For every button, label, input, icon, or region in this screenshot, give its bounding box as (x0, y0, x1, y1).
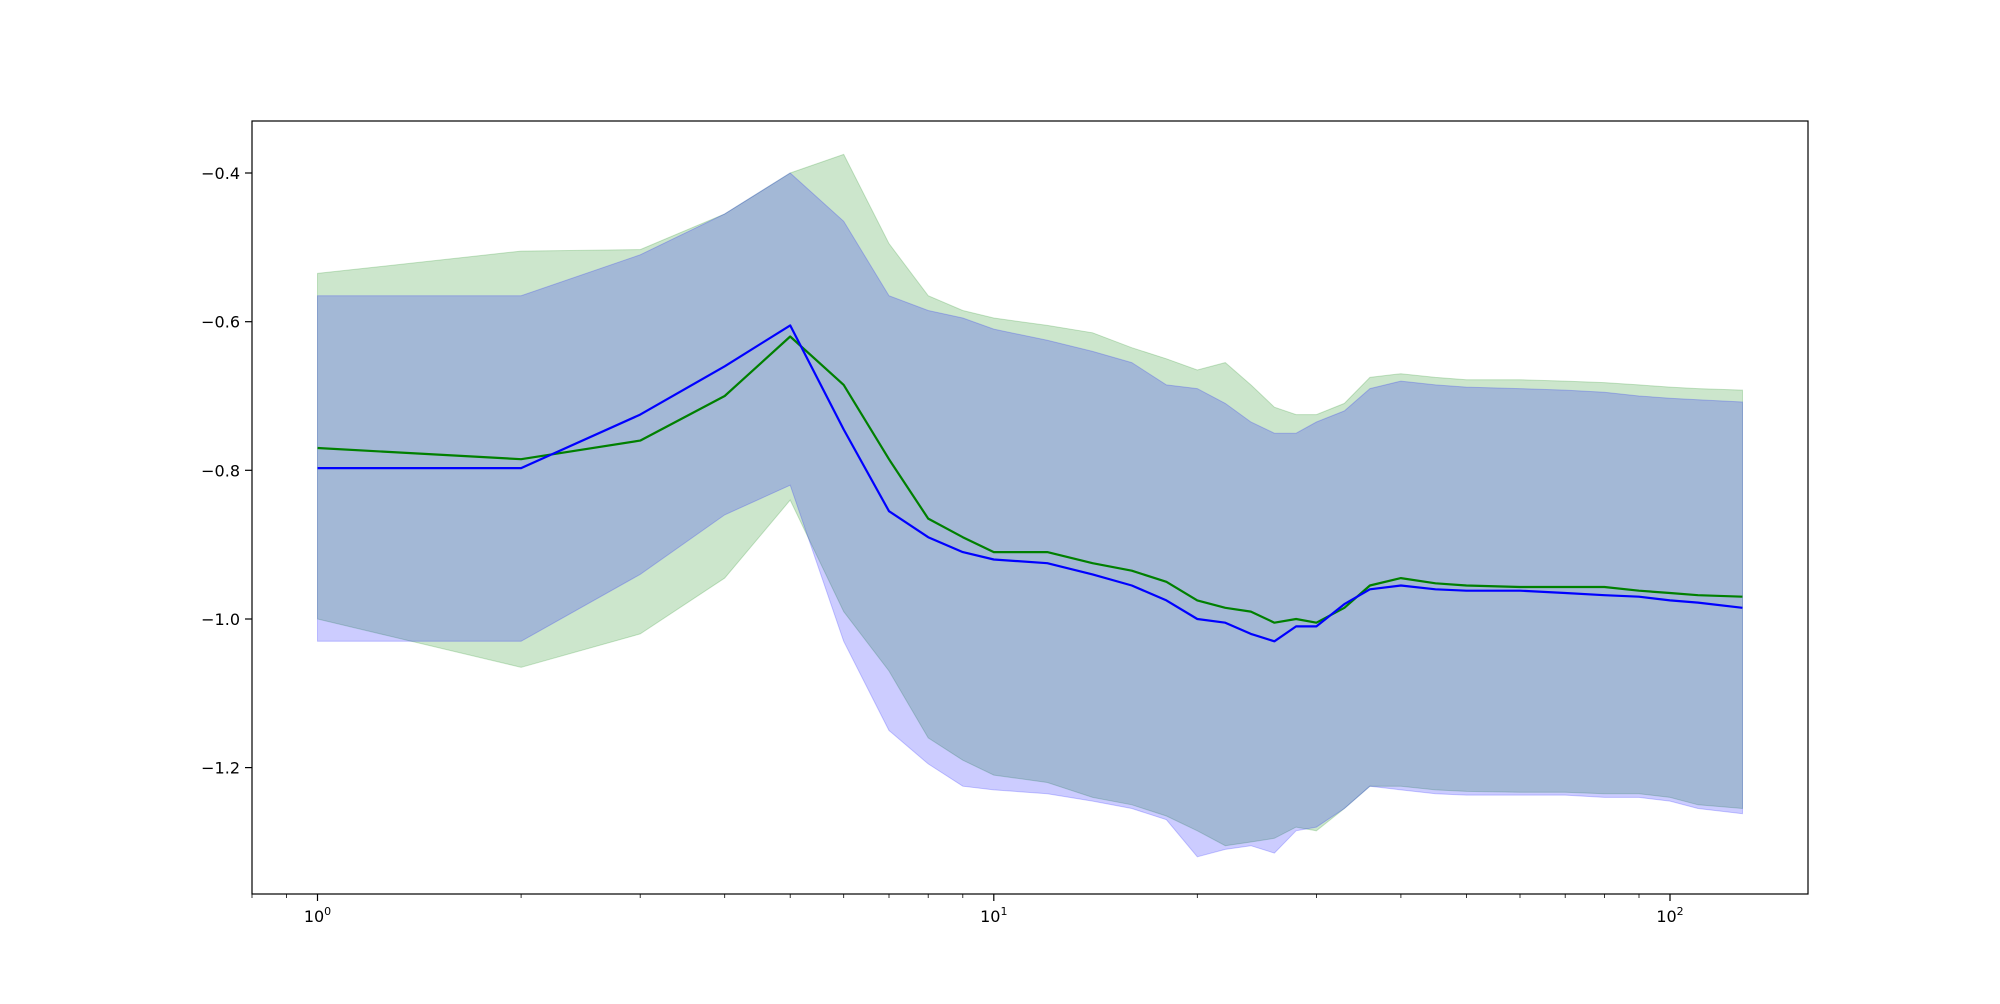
series-lines (317, 324, 1743, 643)
band-series-1 (317, 153, 1743, 847)
y-axis: −0.4 −0.6 −0.8 −1.0 −1.2 (201, 164, 252, 778)
line-series-1 (317, 335, 1743, 624)
y-tick-label: −1.0 (201, 610, 240, 629)
x-tick-label: 101 (980, 905, 1007, 926)
y-tick-label: −0.4 (201, 164, 240, 183)
confidence-bands (317, 153, 1743, 858)
y-tick-label: −0.6 (201, 313, 240, 332)
y-tick-label: −0.8 (201, 461, 240, 480)
x-tick-label: 100 (304, 905, 331, 926)
plot-frame (251, 120, 1809, 895)
y-tick-label: −1.2 (201, 759, 240, 778)
x-tick-label: 102 (1656, 905, 1683, 926)
x-axis: 100 101 102 (251, 894, 1684, 926)
band-series-2 (317, 172, 1743, 858)
line-series-2 (317, 324, 1743, 643)
